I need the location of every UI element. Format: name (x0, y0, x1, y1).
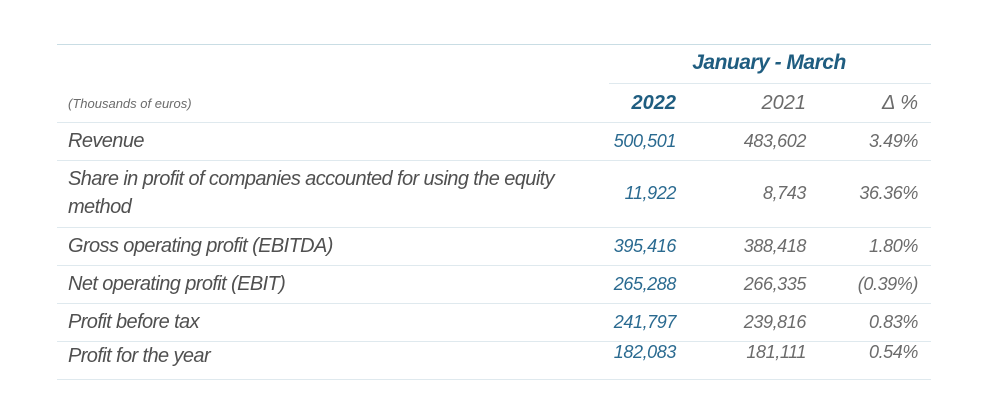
cell-delta: 1.80% (868, 236, 918, 256)
cell-delta: (0.39%) (857, 274, 919, 294)
column-header-2022: 2022 (631, 92, 677, 114)
cell-delta: 36.36% (859, 183, 918, 203)
cell-2022: 395,416 (613, 236, 677, 256)
cell-delta: 3.49% (868, 131, 918, 151)
cell-2022: 500,501 (613, 131, 677, 151)
cell-delta: 0.54% (868, 342, 918, 362)
cell-2021: 239,816 (743, 312, 807, 332)
cell-2021: 181,111 (746, 342, 806, 362)
row-label: Profit before tax (68, 311, 200, 333)
row-label: Share in profit of companies accounted f… (68, 168, 555, 218)
row-label: Revenue (68, 130, 144, 152)
cell-2022: 182,083 (613, 342, 677, 362)
table-row-profit-for-year: Profit for the year 182,083 181,111 0.54… (57, 342, 931, 380)
cell-delta: 0.83% (868, 312, 918, 332)
cell-2021: 266,335 (743, 274, 807, 294)
row-label: Gross operating profit (EBITDA) (68, 235, 333, 257)
column-header-2021: 2021 (761, 92, 807, 114)
table-row-profit-before-tax: Profit before tax 241,797 239,816 0.83% (57, 304, 931, 342)
period-header-row: January - March (57, 45, 931, 84)
cell-2022: 11,922 (624, 183, 677, 203)
period-label: January - March (692, 51, 846, 74)
column-header-row: (Thousands of euros) 2022 2021 Δ % (57, 83, 931, 123)
unit-label: (Thousands of euros) (68, 96, 192, 111)
row-label: Profit for the year (68, 345, 211, 367)
table-row-share-in-profit: Share in profit of companies accounted f… (57, 161, 931, 228)
table-row-ebit: Net operating profit (EBIT) 265,288 266,… (57, 266, 931, 304)
financial-table: January - March (Thousands of euros) 202… (57, 44, 931, 380)
column-header-delta: Δ % (881, 92, 918, 114)
top-rule (57, 44, 931, 45)
cell-2021: 483,602 (743, 131, 807, 151)
row-label: Net operating profit (EBIT) (68, 273, 286, 295)
cell-2022: 265,288 (613, 274, 677, 294)
cell-2021: 8,743 (762, 183, 806, 203)
cell-2021: 388,418 (743, 236, 807, 256)
period-underline (609, 83, 931, 84)
cell-2022: 241,797 (613, 312, 677, 332)
table-row-ebitda: Gross operating profit (EBITDA) 395,416 … (57, 228, 931, 266)
table-row-revenue: Revenue 500,501 483,602 3.49% (57, 123, 931, 161)
